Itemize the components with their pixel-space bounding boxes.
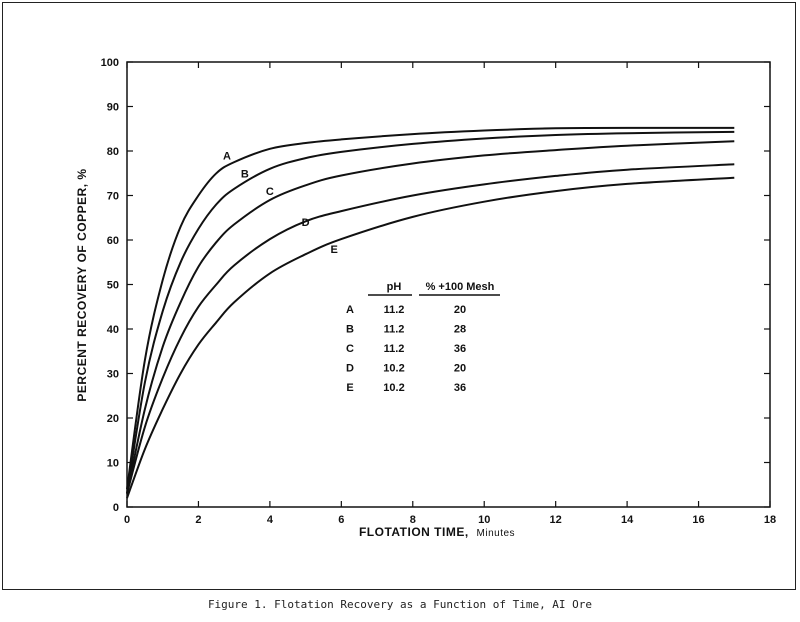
table-cell-ph: 11.2 [384, 343, 405, 355]
table-cell-mesh: 20 [454, 304, 466, 316]
curve-a [126, 126, 735, 490]
x-tick-label: 2 [195, 514, 201, 526]
x-tick-label: 10 [478, 514, 490, 526]
table-cell-mesh: 20 [454, 363, 466, 375]
curve-label-e: E [331, 244, 338, 256]
curve-label-c: C [266, 186, 274, 198]
table-cell-ph: 10.2 [383, 382, 404, 394]
table-row-id: E [346, 382, 353, 394]
curve-b [126, 130, 735, 494]
table-cell-mesh: 36 [454, 382, 466, 394]
curve-d [126, 163, 735, 494]
curve-label-a: A [223, 150, 231, 162]
table-cell-mesh: 28 [454, 324, 466, 336]
y-tick-label: 80 [107, 146, 119, 158]
table-row-id: D [346, 363, 354, 375]
x-tick-label: 6 [338, 514, 344, 526]
curve-e [126, 176, 735, 499]
table-row-id: C [346, 343, 354, 355]
table-row-id: B [346, 324, 354, 336]
y-axis-title: PERCENT RECOVERY OF COPPER, % [75, 168, 89, 401]
x-tick-label: 4 [267, 514, 274, 526]
y-tick-label: 70 [107, 191, 119, 203]
x-tick-label: 8 [410, 514, 416, 526]
x-tick-label: 12 [550, 514, 562, 526]
table-cell-ph: 11.2 [384, 304, 405, 316]
table-cell-ph: 11.2 [384, 324, 405, 336]
y-tick-label: 90 [107, 102, 119, 114]
table-header-ph: pH [387, 281, 402, 293]
y-tick-label: 10 [107, 458, 119, 470]
curve-label-d: D [302, 217, 310, 229]
table-cell-ph: 10.2 [383, 363, 404, 375]
figure-frame [2, 2, 796, 590]
y-tick-label: 50 [107, 280, 119, 292]
legend-table: pH % +100 Mesh A 11.2 20 B 11.2 28 C 11.2 36 D 10.2 2… [346, 281, 500, 394]
x-axis-title: FLOTATION TIME, Minutes [359, 525, 515, 539]
x-axis-title-unit: Minutes [477, 528, 516, 539]
figure-caption: Figure 1. Flotation Recovery as a Functi… [207, 598, 593, 611]
y-tick-label: 60 [107, 235, 119, 247]
y-tick-label: 100 [101, 57, 119, 69]
x-tick-label: 14 [621, 514, 634, 526]
y-tick-label: 30 [107, 369, 119, 381]
y-tick-label: 0 [113, 502, 119, 514]
table-header-mesh: % +100 Mesh [426, 281, 495, 293]
curve-label-b: B [241, 168, 249, 180]
x-tick-label: 16 [692, 514, 704, 526]
y-tick-label: 20 [107, 413, 119, 425]
x-axis-title-main: FLOTATION TIME, [359, 525, 469, 539]
curve-c [126, 140, 735, 494]
x-tick-label: 18 [764, 514, 776, 526]
y-tick-label: 40 [107, 324, 119, 336]
table-row-id: A [346, 304, 354, 316]
table-cell-mesh: 36 [454, 343, 466, 355]
axis-ticks: 0 2 4 6 8 10 12 14 16 18 0 10 20 30 40 50 60 70 80 90 100 [101, 57, 776, 526]
x-tick-label: 0 [124, 514, 130, 526]
